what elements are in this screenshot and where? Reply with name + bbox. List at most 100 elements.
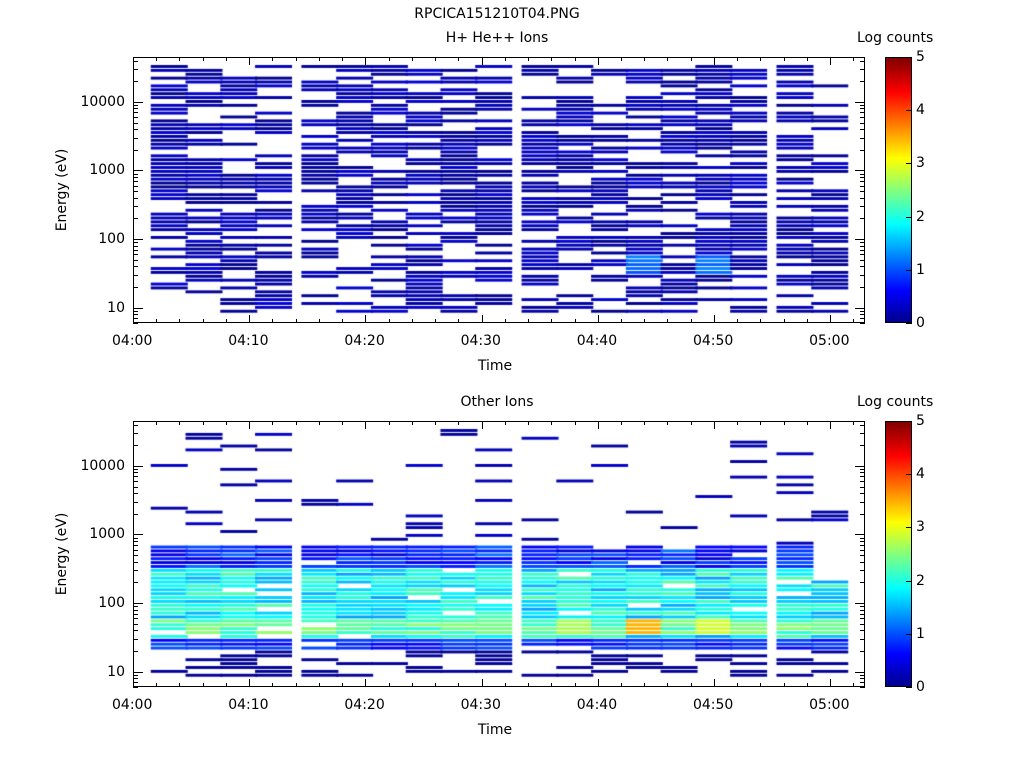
panel1-x-tick-top bbox=[830, 57, 832, 65]
panel2-y-tick-right bbox=[855, 534, 865, 536]
panel1-x-tick bbox=[249, 315, 251, 323]
panel1-heatmap bbox=[134, 58, 864, 322]
panel2-x-minor-tick-top bbox=[225, 421, 227, 425]
panel1-x-minor-tick-top bbox=[760, 57, 762, 61]
panel2-x-tick-top bbox=[481, 421, 483, 429]
panel2-y-minor-tick-right bbox=[860, 582, 865, 584]
panel2-x-tick bbox=[597, 679, 599, 687]
panel2-y-minor-tick bbox=[133, 682, 138, 684]
panel1-y-minor-tick bbox=[133, 314, 138, 316]
panel1-x-minor-tick-top bbox=[853, 57, 855, 61]
panel1-y-minor-tick bbox=[133, 191, 138, 193]
panel2-x-minor-tick bbox=[272, 683, 274, 687]
panel2-y-minor-tick-right bbox=[860, 486, 865, 488]
panel1-y-minor-tick bbox=[133, 218, 138, 220]
panel2-y-minor-tick-right bbox=[860, 549, 865, 551]
panel1-x-minor-tick bbox=[528, 319, 530, 323]
panel2-y-minor-tick bbox=[133, 501, 138, 503]
panel1-y-minor-tick bbox=[133, 108, 138, 110]
panel1-y-minor-tick bbox=[133, 173, 138, 175]
panel1-y-minor-tick bbox=[133, 137, 138, 139]
panel1-y-minor-tick-right bbox=[860, 206, 865, 208]
panel2-x-minor-tick-top bbox=[179, 421, 181, 425]
panel1-x-minor-tick-top bbox=[225, 57, 227, 61]
panel2-y-minor-tick bbox=[133, 545, 138, 547]
panel1-x-minor-tick bbox=[295, 319, 297, 323]
panel1-y-tick bbox=[133, 239, 143, 241]
panel2-y-minor-tick-right bbox=[860, 424, 865, 426]
panel1-y-minor-tick bbox=[133, 185, 138, 187]
panel2-x-tick bbox=[830, 679, 832, 687]
panel2-x-minor-tick bbox=[435, 683, 437, 687]
panel1-x-minor-tick-top bbox=[551, 57, 553, 61]
panel1-y-minor-tick bbox=[133, 129, 138, 131]
panel1-y-minor-tick-right bbox=[860, 191, 865, 193]
panel1-x-tick-label: 04:00 bbox=[112, 333, 153, 349]
panel2-y-minor-tick-right bbox=[860, 433, 865, 435]
panel1-x-minor-tick-top bbox=[458, 57, 460, 61]
panel2-y-minor-tick-right bbox=[860, 445, 865, 447]
panel2-cb-tick bbox=[906, 474, 912, 476]
panel1-y-minor-tick bbox=[133, 242, 138, 244]
panel2-x-tick bbox=[713, 679, 715, 687]
panel1-x-minor-tick-top bbox=[435, 57, 437, 61]
panel2-x-axis-label: Time bbox=[477, 722, 513, 738]
panel2-x-minor-tick-top bbox=[737, 421, 739, 425]
panel1-x-minor-tick bbox=[458, 319, 460, 323]
panel2-y-minor-tick-right bbox=[860, 687, 865, 688]
panel2-y-minor-tick bbox=[133, 613, 138, 615]
panel1-y-minor-tick-right bbox=[860, 254, 865, 256]
panel1-x-tick bbox=[481, 315, 483, 323]
panel1-x-minor-tick bbox=[806, 319, 808, 323]
panel2-plot-area bbox=[133, 421, 865, 687]
panel2-y-minor-tick-right bbox=[860, 541, 865, 543]
panel2-y-minor-tick-right bbox=[860, 570, 865, 572]
panel1-x-tick bbox=[597, 315, 599, 323]
panel2-cb-tick bbox=[906, 527, 912, 529]
panel2-y-minor-tick bbox=[133, 493, 138, 495]
panel2-x-minor-tick bbox=[318, 683, 320, 687]
panel2-cb-tick-label: 1 bbox=[916, 625, 925, 642]
panel1-x-tick bbox=[365, 315, 367, 323]
panel2-y-tick-label: 10000 bbox=[80, 457, 125, 474]
panel2-y-minor-tick-right bbox=[860, 545, 865, 547]
panel1-x-minor-tick bbox=[435, 319, 437, 323]
panel2-x-minor-tick bbox=[853, 683, 855, 687]
panel2-y-minor-tick bbox=[133, 424, 138, 426]
panel2-x-minor-tick-top bbox=[435, 421, 437, 425]
panel2-y-minor-tick bbox=[133, 537, 138, 539]
panel2-y-tick-right bbox=[855, 671, 865, 673]
panel2-y-tick-right bbox=[855, 465, 865, 467]
panel1-y-minor-tick bbox=[133, 181, 138, 183]
panel2-y-minor-tick bbox=[133, 678, 138, 680]
panel1-y-minor-tick bbox=[133, 266, 138, 268]
panel2-x-tick-top bbox=[365, 421, 367, 429]
panel1-y-minor-tick-right bbox=[860, 249, 865, 251]
panel2-x-minor-tick-top bbox=[202, 421, 204, 425]
panel2-y-minor-tick-right bbox=[860, 513, 865, 515]
panel2-y-minor-tick-right bbox=[860, 472, 865, 474]
panel2-x-minor-tick-top bbox=[551, 421, 553, 425]
panel1-x-minor-tick-top bbox=[667, 57, 669, 61]
panel2-x-minor-tick bbox=[806, 683, 808, 687]
panel1-y-minor-tick bbox=[133, 112, 138, 114]
panel2-cb-tick-label: 0 bbox=[916, 679, 925, 695]
panel1-y-minor-tick bbox=[133, 206, 138, 208]
panel1-cb-tick bbox=[906, 269, 912, 271]
panel1-cb-tick bbox=[906, 110, 912, 112]
panel2-y-minor-tick bbox=[133, 674, 138, 676]
panel1-y-minor-tick-right bbox=[860, 314, 865, 316]
panel1-x-minor-tick bbox=[760, 319, 762, 323]
panel2-cb-tick bbox=[906, 687, 912, 688]
panel1-x-minor-tick bbox=[225, 319, 227, 323]
panel1-y-minor-tick bbox=[133, 323, 138, 324]
panel1-x-minor-tick bbox=[388, 319, 390, 323]
panel1-cb-tick-label: 0 bbox=[916, 315, 925, 331]
panel2-y-minor-tick-right bbox=[860, 623, 865, 625]
panel1-y-minor-tick-right bbox=[860, 259, 865, 261]
panel2-x-minor-tick bbox=[388, 683, 390, 687]
panel1-x-minor-tick bbox=[783, 319, 785, 323]
panel1-y-tick-right bbox=[855, 307, 865, 309]
panel2-x-minor-tick-top bbox=[528, 421, 530, 425]
page-title: RPCICA151210T04.PNG bbox=[414, 6, 580, 22]
